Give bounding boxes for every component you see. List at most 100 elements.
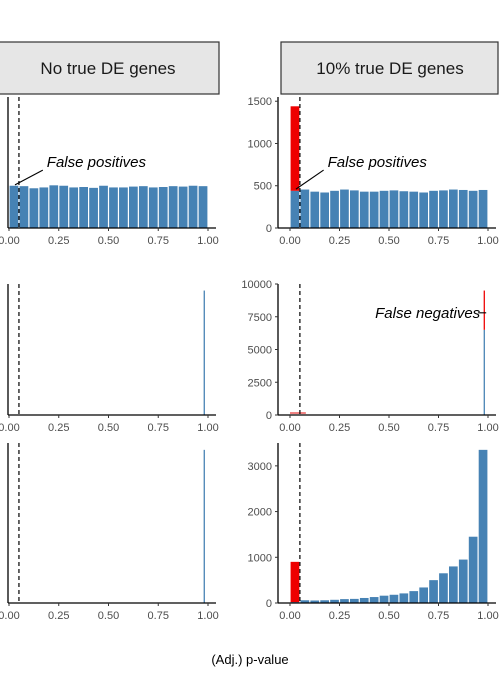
x-tick-label-r3c1-2: 0.50 xyxy=(98,610,119,622)
bar-r3c2-11 xyxy=(399,593,409,603)
x-tick-label-r1c1-0: 0.00 xyxy=(0,235,20,247)
bar-r1c2-8 xyxy=(369,191,379,228)
y-tick-label-r2c2-4: 10000 xyxy=(241,279,272,291)
bar-r1c2-15 xyxy=(439,190,448,228)
bar-r1c2-19 xyxy=(478,189,488,228)
y-tick-label-r2c2-0: 0 xyxy=(266,410,272,422)
bar-r1c1-17 xyxy=(178,186,188,228)
y-tick-label-r3c2-1: 1000 xyxy=(248,552,272,564)
bar-r1c2-0 xyxy=(290,190,300,228)
bar-r3c2-10 xyxy=(389,594,399,603)
bar-r1c1-15 xyxy=(158,187,168,228)
bar-r1c2-2 xyxy=(310,191,320,228)
x-tick-label-r1c2-0: 0.00 xyxy=(279,235,300,247)
bar-r3c2-4 xyxy=(330,599,339,603)
bar-r2c1-0 xyxy=(203,290,205,415)
bar-r1c1-3 xyxy=(39,187,49,228)
bar-r1c1-16 xyxy=(168,186,178,228)
panel-r3c2: 0.00 0.25 0.50 0.75 1.00 0 1000 2000 3000 xyxy=(248,443,499,622)
bar-r1c1-13 xyxy=(138,186,148,228)
panel-r1c2: 0.00 0.25 0.50 0.75 1.00 0 500 1000 1500 False po… xyxy=(248,96,499,247)
strip-right: 10% true DE genes xyxy=(280,41,499,95)
annotation-arrow-r1c1 xyxy=(14,169,44,186)
bar-r1c2-12 xyxy=(409,191,419,228)
y-tick-label-r1c2-1: 500 xyxy=(254,181,272,193)
x-tick-label-r1c2-3: 0.75 xyxy=(428,235,449,247)
bar-r1c2-16 xyxy=(449,189,458,228)
annotation-r1c1: False positives xyxy=(47,154,147,171)
bar-r1c2-18 xyxy=(468,190,478,228)
bar-r1c1-8 xyxy=(89,187,98,228)
bar-r1c1-18 xyxy=(188,185,198,228)
x-tick-label-r2c2-0: 0.00 xyxy=(279,422,300,434)
bar-r1c1-6 xyxy=(69,187,79,228)
bar-r1c2-10 xyxy=(389,190,399,228)
bar-r1c1-14 xyxy=(148,187,158,228)
x-axis-title: (Adj.) p-value xyxy=(211,652,288,667)
x-tick-label-r3c1-3: 0.75 xyxy=(148,610,169,622)
bar-red-r3c2-0 xyxy=(290,561,300,603)
x-tick-label-r3c2-2: 0.50 xyxy=(378,610,399,622)
y-tick-label-r2c2-1: 2500 xyxy=(248,377,272,389)
bar-r1c2-13 xyxy=(419,192,428,228)
x-tick-label-r3c2-3: 0.75 xyxy=(428,610,449,622)
bar-r3c2-7 xyxy=(359,597,369,603)
x-tick-label-r2c2-1: 0.25 xyxy=(329,422,350,434)
bar-r3c2-5 xyxy=(340,599,349,603)
bar-r1c2-3 xyxy=(320,192,329,228)
x-tick-label-r1c1-1: 0.25 xyxy=(48,235,69,247)
strip-left-label: No true DE genes xyxy=(40,59,175,78)
bar-r1c1-4 xyxy=(49,185,59,228)
panel-r3c1: 0.00 0.25 0.50 0.75 1.00 xyxy=(0,443,219,622)
x-tick-label-r1c1-3: 0.75 xyxy=(148,235,169,247)
strip-right-label: 10% true DE genes xyxy=(316,59,463,78)
bar-r3c2-16 xyxy=(449,566,458,603)
x-tick-label-r2c2-2: 0.50 xyxy=(378,422,399,434)
bar-r1c1-11 xyxy=(119,187,128,228)
bar-r1c2-4 xyxy=(330,190,339,228)
x-tick-label-r2c1-0: 0.00 xyxy=(0,422,20,434)
bar-r3c2-15 xyxy=(439,573,448,603)
bar-r1c2-17 xyxy=(458,189,468,228)
bar-r1c2-11 xyxy=(399,191,409,228)
bar-r3c1-0 xyxy=(203,449,205,603)
x-tick-label-r3c1-0: 0.00 xyxy=(0,610,20,622)
x-tick-label-r1c1-4: 1.00 xyxy=(197,235,218,247)
bar-red-r2c2-0 xyxy=(483,290,485,330)
panel-r2c1: 0.00 0.25 0.50 0.75 1.00 xyxy=(0,284,219,434)
x-tick-label-r3c2-4: 1.00 xyxy=(477,610,498,622)
x-tick-label-r2c1-1: 0.25 xyxy=(48,422,69,434)
annotation-arrow-r1c2 xyxy=(295,169,324,190)
bar-r2c2-0 xyxy=(483,329,485,415)
bar-r3c2-17 xyxy=(458,559,468,603)
y-tick-label-r3c2-3: 3000 xyxy=(248,461,272,473)
bar-r3c2-1 xyxy=(300,600,310,603)
y-tick-label-r2c2-3: 7500 xyxy=(248,312,272,324)
x-tick-label-r1c2-2: 0.50 xyxy=(378,235,399,247)
bar-r1c2-1 xyxy=(300,189,310,228)
panel-r2c2: 0.00 0.25 0.50 0.75 1.00 0 2500 5000 7500 10000 Fa… xyxy=(241,279,498,434)
bar-r3c2-12 xyxy=(409,591,419,603)
bar-r3c2-2 xyxy=(310,600,320,603)
bar-r3c2-18 xyxy=(468,536,478,603)
x-tick-label-r1c2-4: 1.00 xyxy=(477,235,498,247)
bar-r1c1-5 xyxy=(59,185,69,228)
bar-r1c1-10 xyxy=(109,187,118,228)
bar-r3c2-9 xyxy=(379,595,389,603)
x-tick-label-r1c2-1: 0.25 xyxy=(329,235,350,247)
annotation-r1c2: False positives xyxy=(328,154,428,171)
x-tick-label-r3c2-1: 0.25 xyxy=(329,610,350,622)
bar-r1c1-12 xyxy=(129,186,138,228)
strip-left-background xyxy=(0,41,220,95)
bar-r3c2-8 xyxy=(369,597,379,603)
y-tick-label-r3c2-2: 2000 xyxy=(248,507,272,519)
bar-r1c2-9 xyxy=(379,190,389,228)
bar-r1c2-7 xyxy=(359,191,369,228)
bar-r1c1-19 xyxy=(198,186,208,228)
panel-r1c1: 0.00 0.25 0.50 0.75 1.00 False positives xyxy=(0,97,219,247)
bar-r1c1-2 xyxy=(29,188,39,228)
x-tick-label-r2c1-4: 1.00 xyxy=(197,422,218,434)
x-tick-label-r3c1-1: 0.25 xyxy=(48,610,69,622)
x-tick-label-r2c1-2: 0.50 xyxy=(98,422,119,434)
